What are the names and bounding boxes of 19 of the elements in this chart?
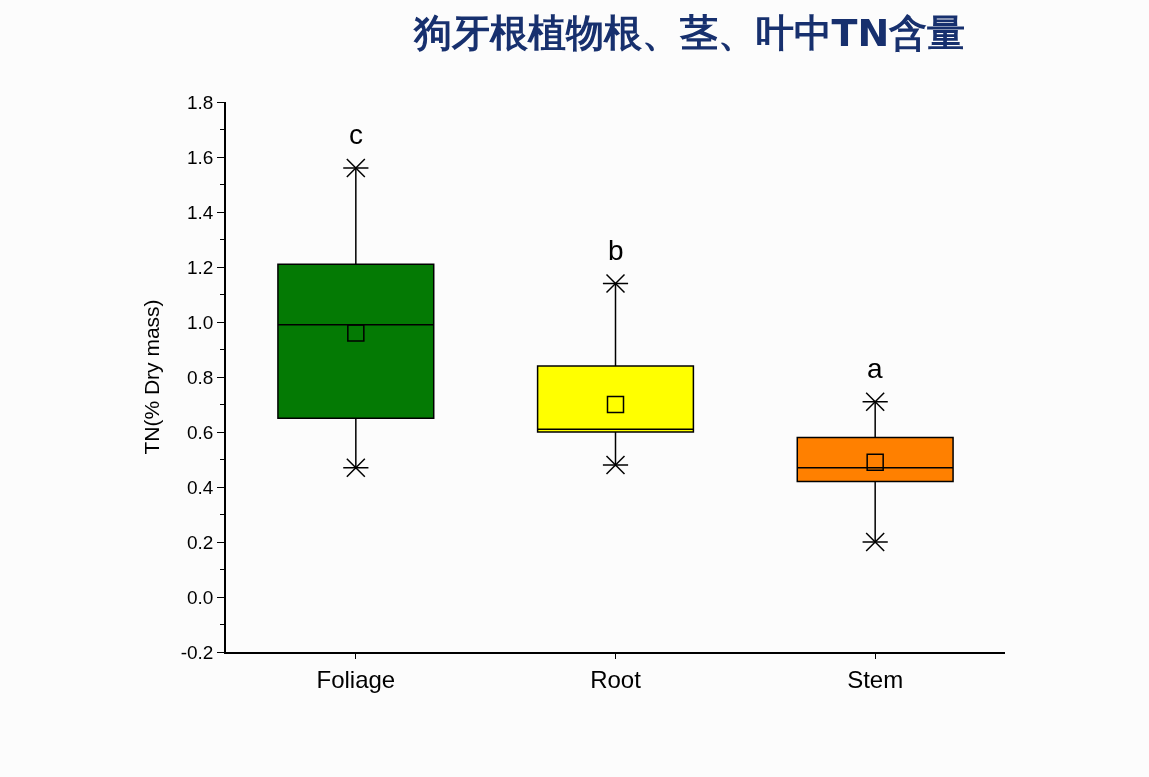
- y-tick-label: 0.4: [187, 476, 214, 498]
- x-tick-label: Foliage: [316, 665, 396, 693]
- y-tick-label: 1.4: [187, 201, 214, 223]
- y-tick-label: 0.0: [187, 586, 214, 608]
- annotation: b: [608, 235, 624, 266]
- y-tick-label: 0.8: [187, 366, 214, 388]
- y-tick-label: 1.0: [187, 311, 214, 333]
- y-axis-title: TN(% Dry mass): [140, 299, 164, 455]
- x-tick-label: Stem: [847, 665, 904, 693]
- annotation: c: [349, 119, 363, 150]
- y-tick-label: 1.2: [187, 256, 214, 278]
- x-tick-label: Root: [590, 665, 642, 693]
- y-tick-label: 0.2: [187, 531, 214, 553]
- chart-title: 狗牙根植物根、茎、叶中TN含量: [412, 11, 966, 56]
- y-tick-label: 1.8: [187, 91, 214, 113]
- y-tick-label: 1.6: [187, 146, 214, 168]
- y-tick-label: 0.6: [187, 421, 214, 443]
- y-tick-label: -0.2: [180, 641, 214, 663]
- annotation: a: [867, 353, 883, 384]
